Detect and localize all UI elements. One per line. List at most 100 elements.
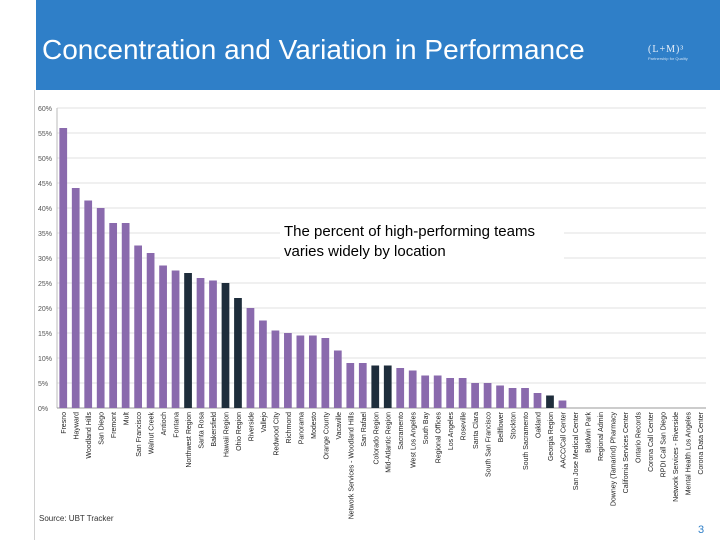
bar <box>308 335 317 408</box>
bar <box>196 278 205 408</box>
bar <box>284 333 292 408</box>
x-category-label: Woodland Hills <box>86 412 93 459</box>
x-category-label: Georgia Region <box>548 412 555 461</box>
x-category-label: Network Services - Riverside <box>673 412 680 502</box>
bar <box>109 223 118 408</box>
partnership-logo: (L+M)³ Partnership for Quality <box>648 44 692 68</box>
left-divider <box>34 90 35 540</box>
bar-highlighted <box>546 395 554 408</box>
bar <box>333 350 342 408</box>
x-category-label: South San Francisco <box>486 412 493 477</box>
x-category-label: Fontana <box>174 412 181 438</box>
x-category-label: Mental Health Los Angeles <box>685 412 692 496</box>
title-band <box>36 0 720 90</box>
x-category-label: Vacaville <box>336 412 343 440</box>
bar <box>533 393 542 408</box>
x-category-label: Richmond <box>286 412 293 444</box>
x-category-label: Hawaii Region <box>223 412 230 457</box>
bar <box>433 375 442 408</box>
logo-caption: Partnership for Quality <box>648 56 688 61</box>
x-category-label: Ohio Region <box>236 412 243 451</box>
bar <box>246 308 255 408</box>
x-category-label: Network Services - Woodland Hills <box>348 412 355 520</box>
y-tick-label: 50% <box>38 156 52 163</box>
x-category-label: Mid-Atlantic Region <box>386 412 393 473</box>
bar <box>558 400 567 408</box>
x-category-label: Stockton <box>511 412 518 439</box>
y-tick-label: 25% <box>38 281 52 288</box>
x-category-label: Regional Admin <box>598 412 605 461</box>
x-category-label: South Sacramento <box>523 412 530 470</box>
bar <box>396 368 405 408</box>
y-tick-label: 10% <box>38 356 52 363</box>
slide-title: Concentration and Variation in Performan… <box>42 34 585 65</box>
x-category-label: Oakland <box>536 412 543 438</box>
y-tick-label: 15% <box>38 331 52 338</box>
bar <box>96 208 105 408</box>
y-tick-label: 30% <box>38 256 52 263</box>
bar <box>321 338 330 408</box>
x-category-label: Riverside <box>248 412 255 441</box>
bar-highlighted <box>221 283 230 408</box>
bar <box>121 223 130 408</box>
page-number: 3 <box>698 524 705 536</box>
bar <box>134 245 142 408</box>
bar <box>446 378 455 408</box>
x-category-label: Corona Call Center <box>648 411 655 472</box>
bar <box>358 363 367 408</box>
y-tick-label: 55% <box>38 131 52 138</box>
bar-highlighted <box>234 298 242 408</box>
x-category-label: Vallejo <box>261 412 268 433</box>
bar <box>84 200 93 408</box>
x-category-label: Walnut Creek <box>149 412 156 455</box>
bar-highlighted <box>371 365 380 408</box>
x-category-label: Bakersfield <box>211 412 218 447</box>
y-tick-label: 40% <box>38 206 52 213</box>
bar <box>421 375 430 408</box>
x-category-label: California Services Center <box>623 411 630 493</box>
bar <box>508 388 517 408</box>
x-category-label: Sacramento <box>398 412 405 450</box>
y-tick-label: 0% <box>38 406 48 413</box>
slide-header: Concentration and Variation in Performan… <box>0 0 720 96</box>
x-category-label: Santa Rosa <box>199 412 206 449</box>
x-category-label: Bellflower <box>498 411 505 442</box>
x-category-label: San Francisco <box>136 412 143 457</box>
x-category-label: Modesto <box>311 412 318 439</box>
bar <box>296 335 305 408</box>
bar <box>483 383 492 408</box>
y-tick-label: 35% <box>38 231 52 238</box>
x-category-label: West Los Angeles <box>411 412 418 468</box>
x-category-label: Santa Clara <box>473 412 480 449</box>
bar-highlighted <box>383 365 392 408</box>
x-category-label: Hayward <box>74 412 81 440</box>
bar <box>271 330 280 408</box>
x-category-label: AACC/Call Center <box>560 411 567 468</box>
x-category-label: RPDI Call San Diego <box>660 412 667 477</box>
bar <box>209 280 217 408</box>
x-category-label: Downey (Tamarind) Pharmacy <box>610 412 617 507</box>
x-category-label: Orange County <box>323 412 330 460</box>
x-category-label: South Bay <box>423 412 430 445</box>
x-category-label: Redwood City <box>273 412 280 456</box>
x-category-label: Regional Offices <box>436 412 443 464</box>
x-category-label: Ontario Records <box>635 412 642 463</box>
x-category-label: Panorama <box>298 412 305 444</box>
bar <box>146 253 155 408</box>
y-tick-label: 45% <box>38 181 52 188</box>
performance-bar-chart: 0% 5% 10% 15% 20% 25% 30% 35% 40% 45% 50% 55% 60% Fre… <box>38 106 706 520</box>
logo-mark: (L+M)³ <box>648 44 685 55</box>
x-category-label: San Diego <box>99 412 106 445</box>
x-category-label: Colorado Region <box>373 412 380 465</box>
bar <box>408 370 417 408</box>
x-category-label: Los Angeles <box>448 412 455 451</box>
x-category-label: Fresno <box>61 412 68 434</box>
callout-note: The percent of high-performing teams var… <box>280 220 564 264</box>
x-category-label: Antioch <box>161 412 168 435</box>
bar <box>471 383 479 408</box>
y-tick-label: 60% <box>38 106 52 113</box>
x-category-label: Fremont <box>111 412 118 438</box>
bar-highlighted <box>184 273 192 408</box>
y-tick-label: 20% <box>38 306 52 313</box>
x-category-label: Baldwin Park <box>585 412 592 453</box>
